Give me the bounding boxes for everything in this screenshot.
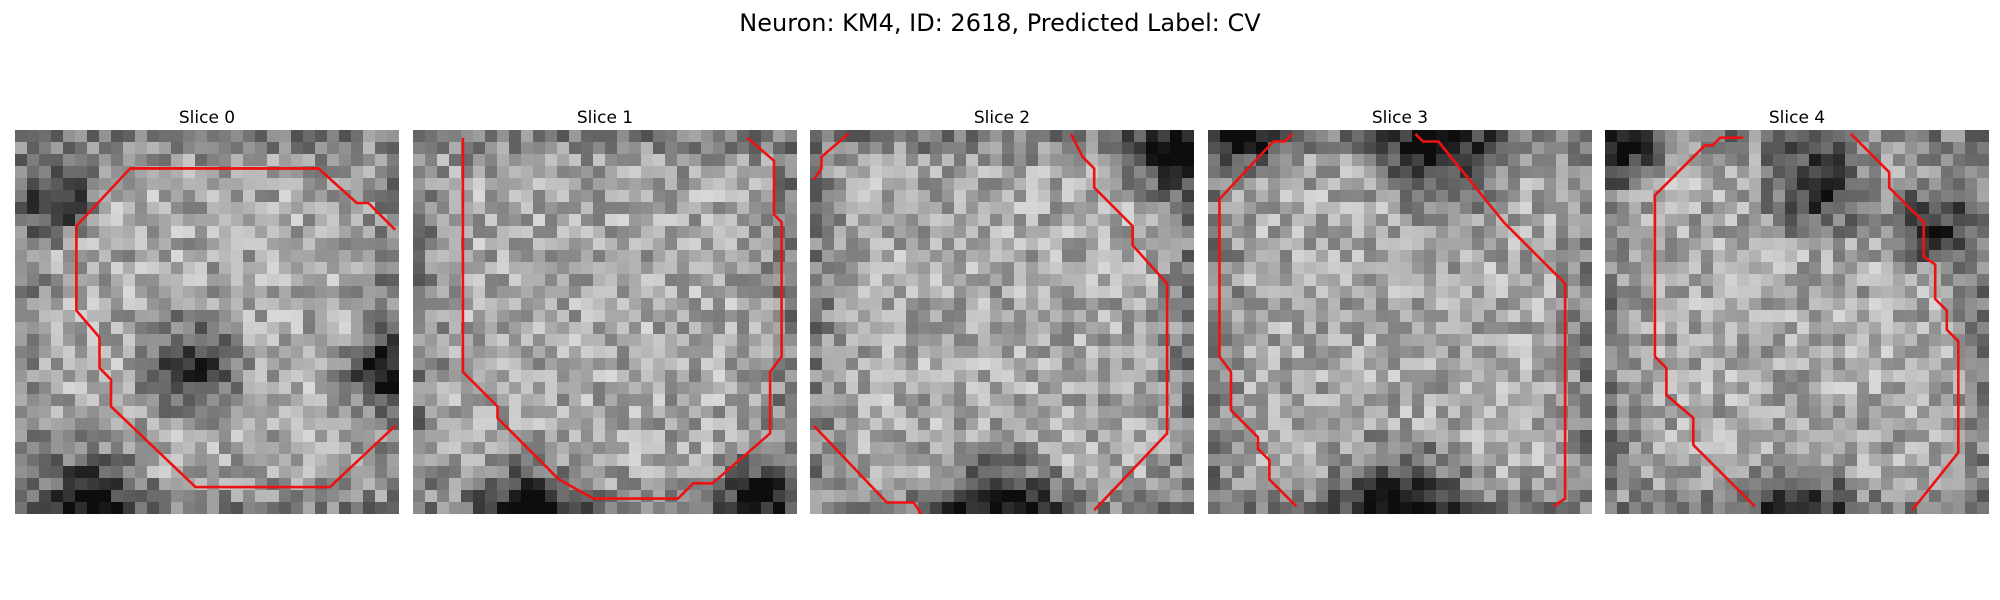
pixel-grid (810, 130, 1194, 514)
segmentation-contour (75, 167, 397, 489)
slice-image (1208, 130, 1592, 514)
slice-panel-0: Slice 0 (15, 108, 399, 514)
slice-title: Slice 1 (576, 108, 634, 128)
slice-panel-2: Slice 2 (810, 108, 1194, 514)
segmentation-contour (1069, 133, 1169, 512)
slice-title: Slice 3 (1371, 108, 1429, 128)
pixel-grid (1605, 130, 1989, 514)
slice-title: Slice 0 (178, 108, 236, 128)
slice-image (810, 130, 1194, 514)
pixel-grid (413, 130, 797, 514)
pixel-grid (1208, 130, 1592, 514)
segmentation-contour (1849, 132, 1960, 512)
slice-image (413, 130, 797, 514)
slice-title: Slice 4 (1768, 108, 1826, 128)
segmentation-contour (1414, 132, 1567, 508)
slice-title: Slice 2 (973, 108, 1031, 128)
slice-image (15, 130, 399, 514)
slice-panel-1: Slice 1 (413, 108, 797, 514)
segmentation-contour (1218, 132, 1298, 508)
segmentation-contour (461, 136, 783, 500)
slice-panel-3: Slice 3 (1208, 108, 1592, 514)
slice-image (1605, 130, 1989, 514)
segmentation-contour (812, 424, 923, 514)
pixel-grid (15, 130, 399, 514)
segmentation-contour (1653, 136, 1756, 508)
figure-title: Neuron: KM4, ID: 2618, Predicted Label: … (739, 9, 1261, 37)
segmentation-contour (812, 132, 850, 181)
slice-panel-4: Slice 4 (1605, 108, 1989, 514)
